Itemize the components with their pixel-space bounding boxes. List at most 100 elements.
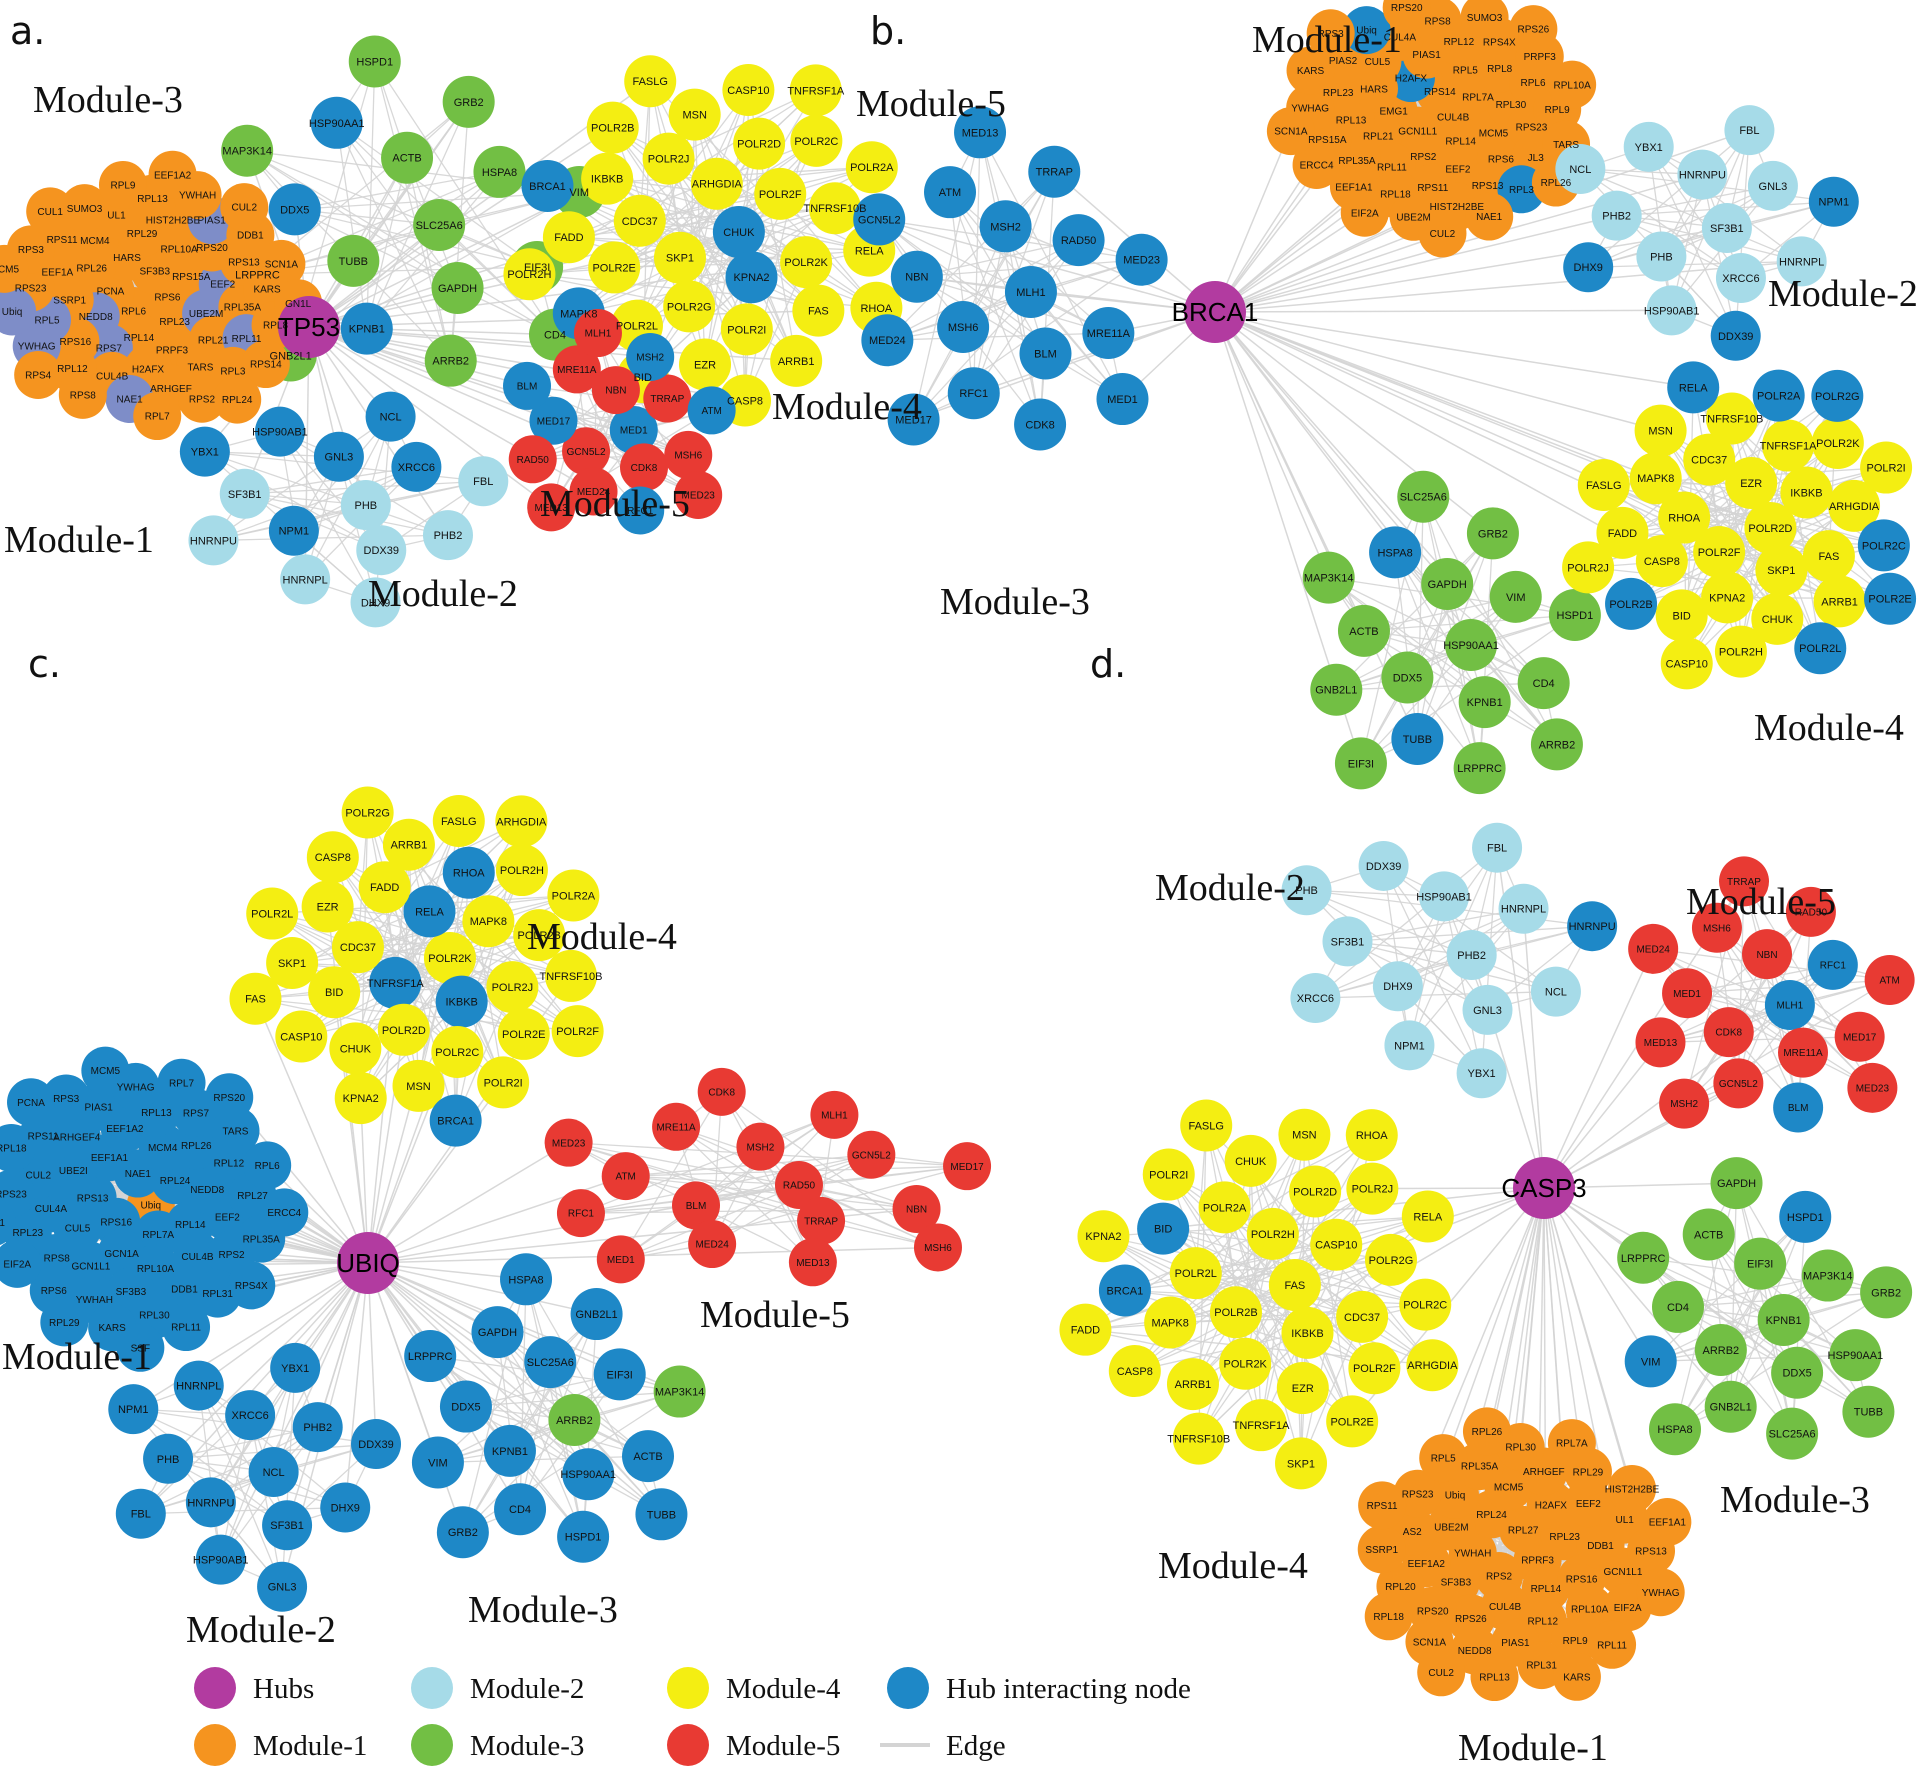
node-POLR2I[interactable] — [477, 1056, 530, 1109]
node-MAPK8[interactable] — [462, 895, 515, 948]
node-POLR2C[interactable] — [790, 114, 843, 167]
node-GNB2L1[interactable] — [1704, 1380, 1757, 1433]
node-POLR2I[interactable] — [720, 303, 773, 356]
node-MED17[interactable] — [943, 1142, 992, 1191]
node-MLH1[interactable] — [1764, 980, 1815, 1030]
node-ARRB2[interactable] — [424, 334, 477, 387]
node-RAD50[interactable] — [1052, 214, 1105, 267]
node-POLR2G[interactable] — [1811, 369, 1864, 422]
node-HIST2H2BE[interactable] — [1608, 1464, 1657, 1513]
node-PHB[interactable] — [1281, 865, 1332, 916]
node-POLR2L[interactable] — [246, 887, 299, 940]
node-POLR2D[interactable] — [733, 117, 786, 170]
node-MSH2[interactable] — [626, 332, 675, 381]
node-POLR2G[interactable] — [1364, 1233, 1417, 1286]
node-BID[interactable] — [1655, 589, 1708, 642]
node-LRPPRC[interactable] — [404, 1330, 457, 1383]
node-HNRNPU[interactable] — [185, 1477, 236, 1528]
node-DDX39[interactable] — [1710, 310, 1761, 361]
node-POLR2C[interactable] — [1399, 1278, 1452, 1331]
node-HSP90AA1[interactable] — [1445, 619, 1498, 671]
node-MED17[interactable] — [887, 393, 940, 446]
hub-CASP3[interactable] — [1513, 1157, 1575, 1219]
node-RPS20[interactable] — [205, 1073, 254, 1122]
hub-UBIQ[interactable] — [337, 1232, 399, 1294]
node-CD4[interactable] — [1651, 1280, 1704, 1333]
node-FBL[interactable] — [1472, 822, 1523, 873]
node-NBN[interactable] — [1742, 929, 1793, 980]
node-SF3B1[interactable] — [262, 1500, 313, 1551]
node-DHX9[interactable] — [350, 577, 401, 628]
node-RPS20[interactable] — [1382, 0, 1431, 32]
node-ARRB1[interactable] — [1813, 575, 1866, 628]
node-POLR2B[interactable] — [1209, 1286, 1262, 1339]
node-BRCA1[interactable] — [1098, 1264, 1151, 1317]
node-HNRNPL[interactable] — [280, 554, 331, 605]
node-PCNA[interactable] — [7, 1078, 56, 1127]
node-HSPD1[interactable] — [1779, 1190, 1832, 1243]
node-EZR[interactable] — [301, 880, 354, 933]
node-EEF1A2[interactable] — [148, 150, 197, 199]
node-CDK8[interactable] — [1014, 398, 1067, 451]
node-XRCC6[interactable] — [391, 441, 442, 492]
node-RPS3[interactable] — [42, 1074, 91, 1123]
node-RELA[interactable] — [403, 885, 456, 938]
node-MSN[interactable] — [392, 1059, 445, 1112]
node-POLR2D[interactable] — [377, 1003, 430, 1056]
node-RPL13[interactable] — [1470, 1653, 1519, 1702]
node-FBL[interactable] — [115, 1488, 166, 1539]
node-RPL6[interactable] — [243, 1141, 292, 1190]
node-MAP3K14[interactable] — [221, 124, 274, 177]
node-MAPK8[interactable] — [1144, 1296, 1197, 1349]
node-LRPPRC[interactable] — [1453, 742, 1506, 795]
node-ACTB[interactable] — [1337, 604, 1390, 657]
node-FAS[interactable] — [1268, 1259, 1321, 1311]
node-GNB2L1[interactable] — [570, 1288, 623, 1341]
node-MED17[interactable] — [529, 396, 578, 445]
node-MSH6[interactable] — [937, 301, 990, 354]
node-FBL[interactable] — [458, 456, 509, 507]
node-NCL[interactable] — [1530, 966, 1581, 1017]
node-RELA[interactable] — [1401, 1190, 1454, 1243]
node-DDX5[interactable] — [439, 1380, 492, 1433]
node-FASLG[interactable] — [624, 55, 677, 108]
node-CHUK[interactable] — [329, 1022, 382, 1075]
node-ACTB[interactable] — [622, 1430, 675, 1483]
node-POLR2F[interactable] — [1693, 526, 1746, 579]
node-HNRNPU[interactable] — [188, 515, 239, 566]
node-MRE11A[interactable] — [552, 345, 601, 394]
node-PHB2[interactable] — [1446, 930, 1497, 980]
node-POLR2C[interactable] — [1857, 519, 1910, 572]
node-RAD50[interactable] — [508, 435, 557, 484]
node-KPNA2[interactable] — [1701, 571, 1754, 624]
node-CASP8[interactable] — [306, 831, 359, 884]
node-HSP90AA1[interactable] — [1829, 1329, 1882, 1382]
node-MED13[interactable] — [1635, 1017, 1686, 1068]
node-EZR[interactable] — [1276, 1362, 1329, 1415]
node-SCN1A[interactable] — [1266, 107, 1315, 156]
node-BRCA1[interactable] — [521, 159, 574, 212]
node-MRE11A[interactable] — [1082, 307, 1135, 360]
node-ARRB2[interactable] — [1694, 1324, 1747, 1377]
node-POLR2B[interactable] — [513, 909, 566, 962]
node-ATM[interactable] — [1864, 955, 1915, 1006]
node-MSN[interactable] — [1278, 1108, 1331, 1161]
node-MED1[interactable] — [609, 406, 658, 454]
node-GRB2[interactable] — [436, 1506, 489, 1559]
node-KPNB1[interactable] — [1757, 1294, 1810, 1346]
node-DDX39[interactable] — [351, 1419, 402, 1470]
node-HSP90AA1[interactable] — [562, 1448, 615, 1501]
node-ARRB1[interactable] — [382, 818, 435, 871]
node-RPS4[interactable] — [14, 350, 63, 399]
node-SLC25A6[interactable] — [413, 199, 466, 251]
node-CUL1[interactable] — [0, 1198, 17, 1246]
node-HNRNPL[interactable] — [1498, 883, 1549, 934]
node-RPS3[interactable] — [1306, 9, 1355, 58]
node-NAE1[interactable] — [1465, 192, 1514, 241]
node-ARRB1[interactable] — [1166, 1358, 1219, 1411]
node-KPNA2[interactable] — [725, 251, 778, 304]
node-POLR2D[interactable] — [1744, 502, 1797, 554]
node-EIF3I[interactable] — [1334, 737, 1387, 790]
node-TRRAP[interactable] — [1028, 145, 1081, 198]
node-SCN1A[interactable] — [257, 239, 306, 288]
